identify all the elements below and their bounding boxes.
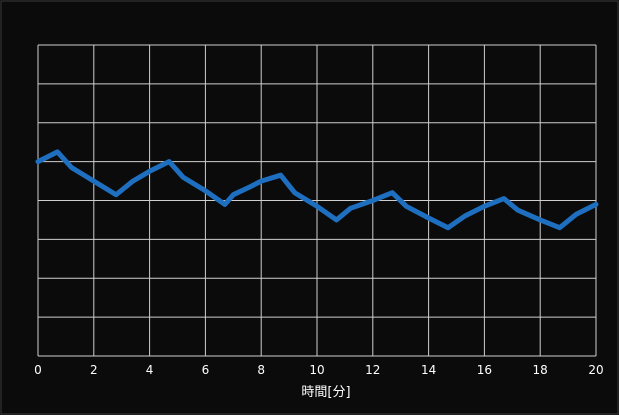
- x-tick-label: 6: [202, 363, 210, 377]
- x-axis-title: 時間[分]: [301, 385, 350, 400]
- series-line-0: [35, 149, 599, 231]
- x-tick-label: 0: [34, 363, 42, 377]
- x-tick-label: 18: [533, 363, 548, 377]
- x-tick-label: 12: [365, 363, 380, 377]
- x-tick-label: 8: [257, 363, 265, 377]
- x-tick-labels: 0 2 4 6 8 10 12 14 16 18 20: [34, 363, 603, 377]
- x-tick-label: 16: [477, 363, 492, 377]
- x-tick-label: 2: [90, 363, 98, 377]
- x-tick-label: 4: [146, 363, 154, 377]
- x-tick-label: 20: [588, 363, 603, 377]
- x-tick-label: 10: [309, 363, 324, 377]
- series-layer: [35, 149, 599, 231]
- grid: [37, 44, 597, 357]
- x-tick-label: 14: [421, 363, 436, 377]
